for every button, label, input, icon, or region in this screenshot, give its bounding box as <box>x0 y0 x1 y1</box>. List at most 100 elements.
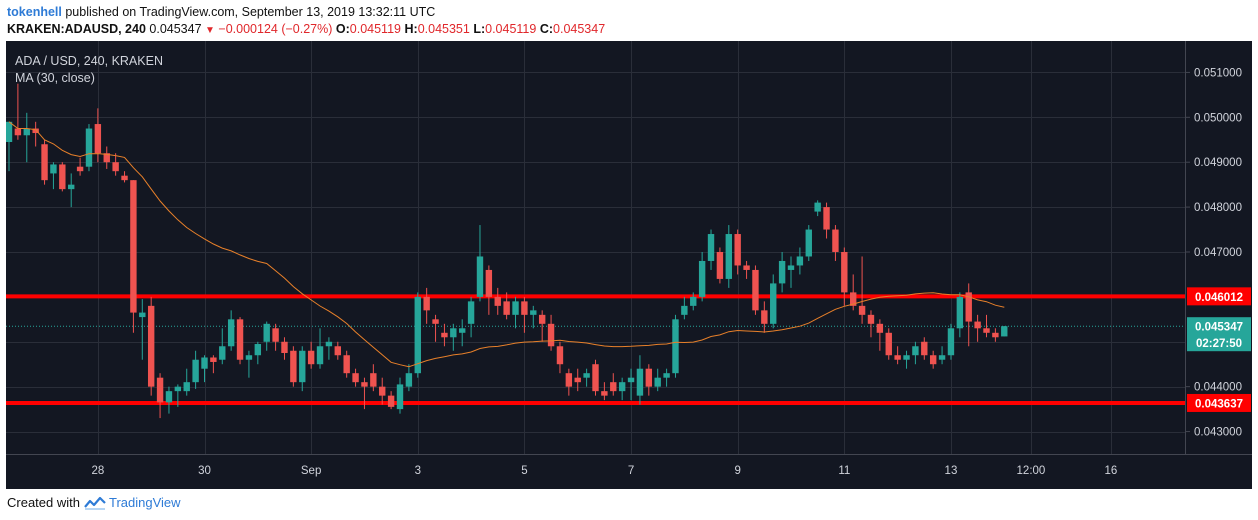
candle-up <box>316 346 324 365</box>
time-tick-label: 30 <box>198 465 211 477</box>
candle-down <box>41 144 48 181</box>
open-value: 0.045119 <box>349 22 401 36</box>
high-value: 0.045351 <box>417 22 470 36</box>
candle-down <box>32 128 39 134</box>
candle-down <box>272 328 279 342</box>
price-tick-label: 0.047000 <box>1194 247 1242 259</box>
candle-down <box>601 391 608 396</box>
candle-up <box>512 301 519 315</box>
candle-down <box>734 234 741 266</box>
time-tick-label: 13 <box>945 465 958 477</box>
candle-down <box>485 269 493 297</box>
tradingview-brand-link[interactable]: TradingView <box>108 495 181 510</box>
candle-down <box>387 395 395 407</box>
footer: Created with TradingView <box>7 495 181 510</box>
price-tick-label: 0.043000 <box>1194 427 1242 439</box>
symbol-label: KRAKEN:ADAUSD, 240 <box>7 22 146 36</box>
candle-up <box>618 382 626 392</box>
candle-up <box>636 368 644 396</box>
candle-down <box>147 305 155 387</box>
candle-up <box>165 391 173 403</box>
price-axis-bg <box>1186 41 1252 454</box>
candle-down <box>823 207 830 230</box>
time-tick-label: 7 <box>628 465 634 477</box>
candle-down <box>14 128 22 136</box>
candle-up <box>672 319 679 374</box>
candle-down <box>832 229 839 252</box>
candle-down <box>716 251 724 279</box>
countdown-label: 02:27:50 <box>1196 338 1242 350</box>
time-tick-label: 5 <box>521 465 527 477</box>
time-tick-label: Sep <box>301 465 321 477</box>
price-chart[interactable]: 0.051000 0.050000 0.049000 0.048000 0.047000… <box>6 41 1252 489</box>
candle-down <box>974 321 981 329</box>
candle-down <box>521 301 528 315</box>
level-tag-label: 0.046012 <box>1195 292 1243 304</box>
publish-info: tokenhell published on TradingView.com, … <box>7 5 435 19</box>
candle-down <box>876 323 884 333</box>
candle-up <box>414 296 421 374</box>
candle-up <box>192 359 199 383</box>
candle-up <box>654 377 661 387</box>
candle-up <box>85 128 93 167</box>
candle-down <box>59 164 66 190</box>
candle-up <box>245 355 253 360</box>
candle-down <box>307 350 315 365</box>
candle-up <box>903 355 910 360</box>
candle-up <box>725 234 732 279</box>
level-tag-label: 0.043637 <box>1195 398 1243 410</box>
last-price-tag-label: 0.045347 <box>1195 322 1243 334</box>
down-arrow-icon: ▼ <box>205 25 215 36</box>
last-price-tag <box>1187 317 1251 352</box>
candle-up <box>227 319 235 347</box>
time-tick-label: 12:00 <box>1017 465 1046 477</box>
candle-down <box>592 364 599 392</box>
time-tick-label: 16 <box>1105 465 1118 477</box>
candle-down <box>361 382 368 387</box>
candle-up <box>68 184 75 190</box>
candle-down <box>565 373 573 387</box>
candle-up <box>139 312 146 318</box>
candle-up <box>325 341 333 347</box>
candle-up <box>219 346 226 360</box>
candle-down <box>885 332 892 356</box>
candle-up <box>681 305 688 315</box>
candle-up <box>770 283 777 324</box>
price-change: −0.000124 (−0.27%) <box>218 22 333 36</box>
close-label: C: <box>539 22 554 36</box>
time-tick-label: 28 <box>91 465 104 477</box>
candle-down <box>94 124 102 154</box>
candle-down <box>538 314 546 324</box>
username-link[interactable]: tokenhell <box>7 5 62 19</box>
candle-down <box>156 377 164 403</box>
candle-up <box>805 229 812 257</box>
candle-down <box>334 346 341 356</box>
candle-down <box>983 328 990 333</box>
candle-down <box>752 269 759 311</box>
time-tick-label: 3 <box>415 465 421 477</box>
candle-up <box>796 256 804 266</box>
candle-up <box>583 373 590 378</box>
time-axis[interactable]: 28 30 Sep 3 5 7 9 11 13 12:00 16 <box>6 455 1186 489</box>
low-value: 0.045119 <box>485 22 537 36</box>
candle-down <box>743 265 750 270</box>
candle-down <box>130 180 137 313</box>
low-label: L: <box>473 22 486 36</box>
price-tags: 0.046012 0.043637 0.045347 02:27:50 <box>1187 287 1251 412</box>
candle-down <box>494 296 501 306</box>
candle-up <box>814 202 821 212</box>
candle-down <box>556 346 564 365</box>
chart-title: ADA / USD, 240, KRAKEN <box>15 54 163 68</box>
candle-up <box>947 328 955 356</box>
candle-down <box>112 162 119 172</box>
high-label: H: <box>404 22 418 36</box>
candle-up <box>1001 326 1008 337</box>
candle-up <box>201 357 208 369</box>
candle-down <box>645 368 653 387</box>
last-price: 0.045347 <box>149 22 202 36</box>
candle-up <box>23 128 30 136</box>
candle-down <box>929 355 937 365</box>
price-axis[interactable]: 0.051000 0.050000 0.049000 0.048000 0.047000… <box>1186 41 1252 454</box>
candle-up <box>778 260 786 284</box>
candle-up <box>663 373 670 378</box>
